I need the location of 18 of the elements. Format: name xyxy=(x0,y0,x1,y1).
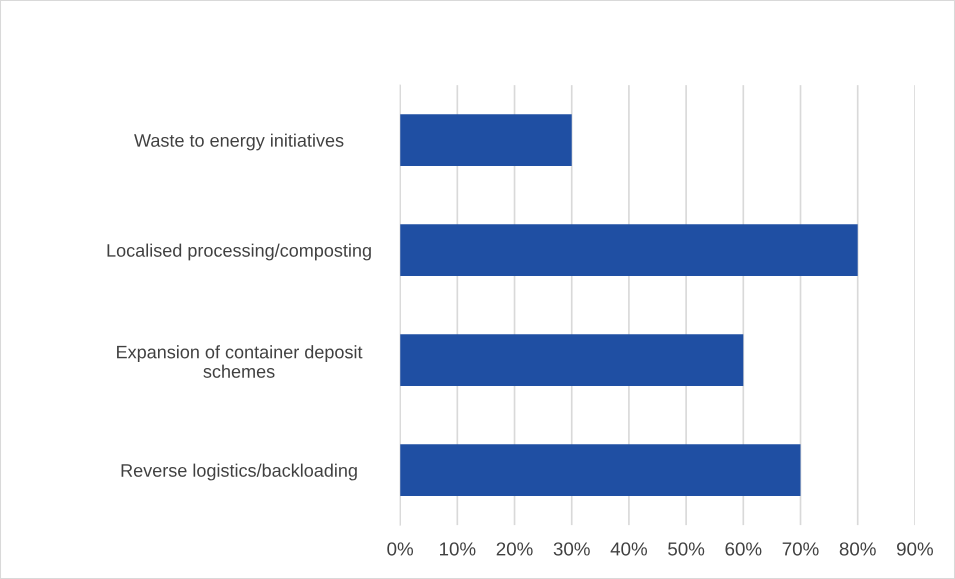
x-tick-label: 0% xyxy=(387,542,414,556)
bar xyxy=(400,444,800,496)
x-tick-label: 40% xyxy=(610,542,648,556)
x-tick-label: 90% xyxy=(897,542,933,556)
x-tick-label: 30% xyxy=(554,542,590,556)
bar xyxy=(400,334,744,386)
x-tick-label: 80% xyxy=(840,542,876,556)
y-tick-label: Expansion of container deposit schemes xyxy=(117,345,362,378)
x-tick-label: 50% xyxy=(668,542,704,556)
y-tick-label: Reverse logistics/backloading xyxy=(122,464,357,480)
x-tick-label: 10% xyxy=(440,542,476,556)
y-tick-label: Localised processing/composting xyxy=(108,244,371,260)
bar xyxy=(400,114,572,166)
bar xyxy=(400,224,858,276)
x-tick-label: 70% xyxy=(782,542,819,556)
y-tick-label: Waste to energy initiatives xyxy=(134,134,344,150)
x-tick-label: 20% xyxy=(496,542,533,556)
x-tick-label: 60% xyxy=(725,542,762,556)
